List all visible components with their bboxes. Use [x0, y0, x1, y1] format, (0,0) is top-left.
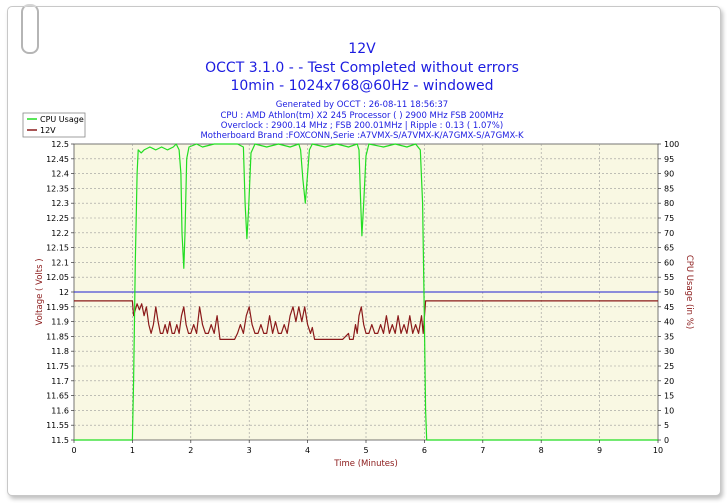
- y-tick-label: 11.95: [46, 303, 69, 312]
- y-tick-label: 11.75: [46, 362, 69, 371]
- y-tick-label: 11.7: [51, 377, 69, 386]
- series-line-12v: [74, 300, 658, 340]
- y-tick-label: 12.1: [51, 258, 69, 267]
- legend-box: [22, 112, 86, 138]
- x-tick-label: 0: [71, 446, 76, 455]
- info-cpu: CPU : AMD Athlon(tm) X2 245 Processor ( …: [220, 111, 504, 121]
- y2-tick-label: 15: [664, 392, 674, 401]
- y-tick-label: 12: [59, 288, 69, 297]
- y2-tick-label: 80: [664, 199, 674, 208]
- y2-tick-label: 60: [664, 258, 674, 267]
- y-tick-label: 12.35: [46, 184, 69, 193]
- series-layer: [74, 143, 658, 441]
- y2-tick-label: 25: [664, 362, 674, 371]
- x-tick-label: 6: [422, 446, 427, 455]
- y2-tick-label: 65: [664, 244, 674, 253]
- x-axis-ticks: 0 1 2 3 4 5 6 7 8 9 10: [71, 440, 663, 455]
- y2-tick-label: 10: [664, 406, 674, 415]
- y2-tick-label: 0: [664, 436, 669, 445]
- y-tick-label: 12.45: [46, 155, 69, 164]
- x-tick-label: 5: [363, 446, 368, 455]
- y2-tick-label: 40: [664, 318, 674, 327]
- legend: CPU Usage 12V: [22, 112, 86, 138]
- y-axis-ticks: 11.5 11.55 11.6 11.65 11.7 11.75 11.8 11.85 11.9…: [46, 140, 74, 445]
- info-overclock: Overclock : 2900.14 MHz ; FSB 200.01MHz …: [221, 121, 503, 131]
- paperclip-icon: [21, 4, 39, 54]
- y-tick-label: 12.15: [46, 244, 69, 253]
- y-tick-label: 12.4: [51, 170, 69, 179]
- y2-tick-label: 20: [664, 377, 674, 386]
- y-axis-label: Voltage ( Volts ): [35, 258, 45, 325]
- y2-tick-label: 90: [664, 170, 674, 179]
- x-tick-label: 9: [597, 446, 602, 455]
- x-tick-label: 3: [247, 446, 252, 455]
- legend-label-12v: 12V: [40, 126, 56, 135]
- chart-subtitle-2: 10min - 1024x768@60Hz - windowed: [230, 78, 493, 94]
- y-tick-label: 12.25: [46, 214, 69, 223]
- y-tick-label: 11.5: [51, 436, 69, 445]
- y2-tick-label: 35: [664, 332, 674, 341]
- y2-axis-ticks: 0 5 10 15 20 25 30 35 40 45 50 55 60 65 70 75 80 85 90 95 10…: [658, 140, 679, 445]
- x-tick-label: 4: [305, 446, 310, 455]
- y-tick-label: 11.6: [51, 406, 69, 415]
- y2-tick-label: 85: [664, 184, 674, 193]
- x-tick-label: 8: [539, 446, 544, 455]
- chart-title: 12V: [348, 41, 376, 57]
- y2-tick-label: 75: [664, 214, 674, 223]
- y2-tick-label: 30: [664, 347, 674, 356]
- y2-tick-label: 45: [664, 303, 674, 312]
- y2-tick-label: 55: [664, 273, 674, 282]
- info-motherboard: Motherboard Brand :FOXCONN,Serie :A7VMX-…: [200, 131, 524, 141]
- info-generated: Generated by OCCT : 26-08-11 18:56:37: [276, 100, 448, 110]
- y-tick-label: 12.5: [51, 140, 69, 149]
- y-tick-label: 12.05: [46, 273, 69, 282]
- y2-tick-label: 5: [664, 421, 669, 430]
- y-tick-label: 12.3: [51, 199, 69, 208]
- x-tick-label: 1: [130, 446, 135, 455]
- y-tick-label: 11.55: [46, 421, 69, 430]
- y2-tick-label: 95: [664, 155, 674, 164]
- x-tick-label: 2: [188, 446, 193, 455]
- y-tick-label: 11.9: [51, 318, 69, 327]
- y-tick-label: 11.8: [51, 347, 69, 356]
- y2-axis-label: CPU Usage (in %): [684, 255, 694, 329]
- series-line-cpu-usage: [74, 143, 658, 441]
- x-tick-label: 10: [653, 446, 663, 455]
- y-tick-label: 11.65: [46, 392, 69, 401]
- x-tick-label: 7: [480, 446, 485, 455]
- y-tick-label: 12.2: [51, 229, 69, 238]
- chart-subtitle-1: OCCT 3.1.0 - - Test Completed without er…: [205, 60, 519, 76]
- legend-label-cpu-usage: CPU Usage: [40, 115, 84, 124]
- y2-tick-label: 100: [664, 140, 679, 149]
- x-axis-label: Time (Minutes): [333, 459, 398, 469]
- y-tick-label: 11.85: [46, 332, 69, 341]
- y2-tick-label: 50: [664, 288, 674, 297]
- y2-tick-label: 70: [664, 229, 674, 238]
